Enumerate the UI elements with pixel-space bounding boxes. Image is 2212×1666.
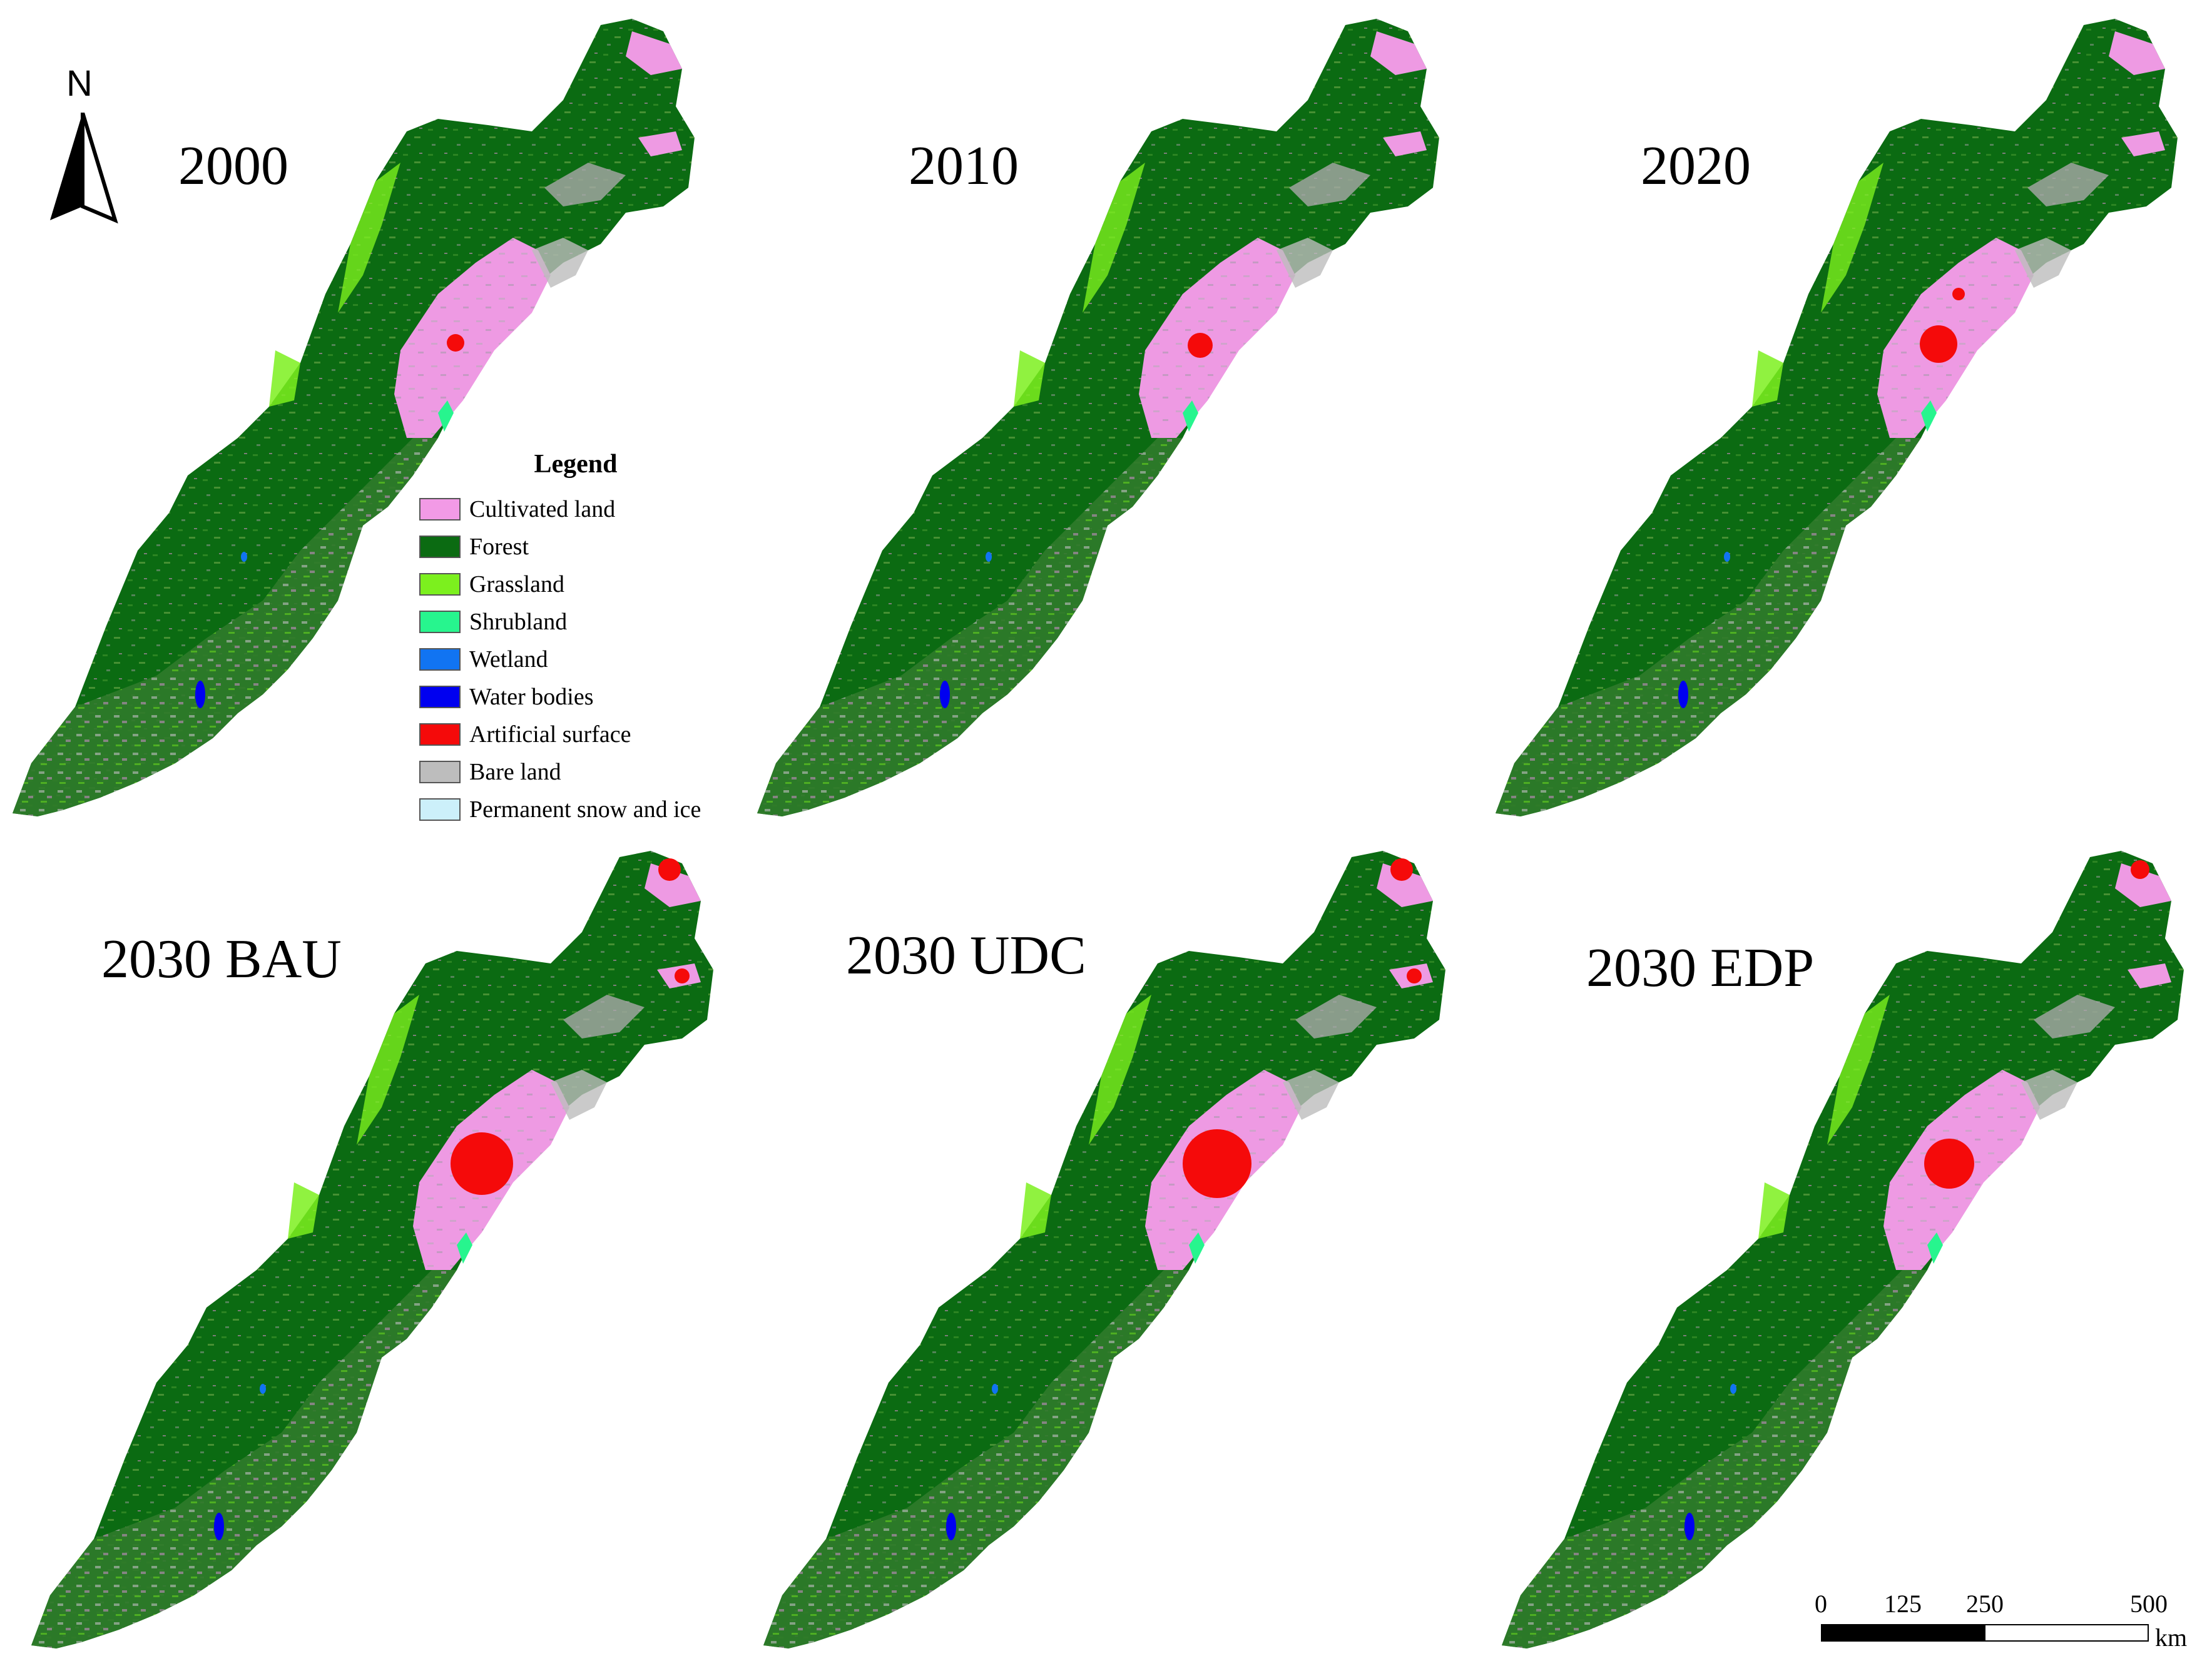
artificial-surface-patch xyxy=(1920,288,1965,363)
legend-label: Artificial surface xyxy=(469,721,631,748)
legend-item-water-bodies: Water bodies xyxy=(419,678,770,716)
scale-unit: km xyxy=(2155,1623,2188,1652)
panel-title-2020: 2020 xyxy=(1641,136,1751,196)
legend-label: Forest xyxy=(469,534,529,560)
artificial-surface-patch xyxy=(451,858,690,1195)
scale-tick-125: 125 xyxy=(1884,1590,1922,1618)
scale-tick-250: 250 xyxy=(1966,1590,2004,1618)
scale-tick-500: 500 xyxy=(2130,1590,2168,1618)
legend-swatch xyxy=(419,648,461,671)
map-panel-2020 xyxy=(1496,19,2178,816)
legend-item-artificial-surface: Artificial surface xyxy=(419,716,770,753)
scale-bar-graphic xyxy=(1821,1624,2149,1642)
legend: Legend Cultivated land Forest Grassland … xyxy=(419,449,770,828)
legend-label: Shrubland xyxy=(469,609,568,635)
legend-label: Permanent snow and ice xyxy=(469,796,701,823)
panel-title-2030-bau: 2030 BAU xyxy=(101,929,342,990)
legend-item-wetland: Wetland xyxy=(419,641,770,678)
legend-swatch xyxy=(419,761,461,783)
panel-title-2030-edp: 2030 EDP xyxy=(1586,938,1815,998)
panel-title-2030-udc: 2030 UDC xyxy=(846,925,1086,986)
map-panel-2000 xyxy=(13,19,695,816)
artificial-surface-patch xyxy=(1188,333,1213,358)
legend-swatch xyxy=(419,798,461,821)
panel-title-2010: 2010 xyxy=(909,136,1019,196)
scale-tick-0: 0 xyxy=(1815,1590,1827,1618)
legend-swatch xyxy=(419,498,461,521)
legend-item-grassland: Grassland xyxy=(419,566,770,603)
north-arrow: N xyxy=(45,63,120,224)
map-panel-2030-udc xyxy=(763,851,1445,1648)
north-letter: N xyxy=(66,63,93,104)
legend-item-shrubland: Shrubland xyxy=(419,603,770,641)
north-arrow-icon xyxy=(50,113,118,224)
legend-swatch xyxy=(419,536,461,558)
legend-swatch xyxy=(419,611,461,633)
map-panel-2030-edp xyxy=(1502,851,2184,1648)
legend-label: Water bodies xyxy=(469,684,594,710)
legend-label: Cultivated land xyxy=(469,496,616,522)
legend-item-bare-land: Bare land xyxy=(419,753,770,791)
legend-label: Wetland xyxy=(469,646,548,673)
legend-swatch xyxy=(419,686,461,708)
scale-bar: 0 125 250 500 km xyxy=(1808,1589,2196,1658)
legend-title: Legend xyxy=(534,450,618,479)
panel-title-2000: 2000 xyxy=(178,136,288,196)
legend-item-cultivated-land: Cultivated land xyxy=(419,490,770,528)
legend-item-forest: Forest xyxy=(419,528,770,566)
artificial-surface-patch xyxy=(447,334,464,352)
legend-label: Grassland xyxy=(469,571,564,597)
legend-label: Bare land xyxy=(469,759,561,785)
legend-swatch xyxy=(419,573,461,596)
map-panel-2010 xyxy=(757,19,1439,816)
legend-items: Cultivated land Forest Grassland Shrubla… xyxy=(419,490,770,828)
map-panel-2030-bau xyxy=(31,851,713,1648)
artificial-surface-patch xyxy=(1183,858,1422,1198)
artificial-surface-patch xyxy=(1924,860,2149,1189)
legend-item-permanent-snow-and-ice: Permanent snow and ice xyxy=(419,791,770,828)
legend-swatch xyxy=(419,723,461,746)
